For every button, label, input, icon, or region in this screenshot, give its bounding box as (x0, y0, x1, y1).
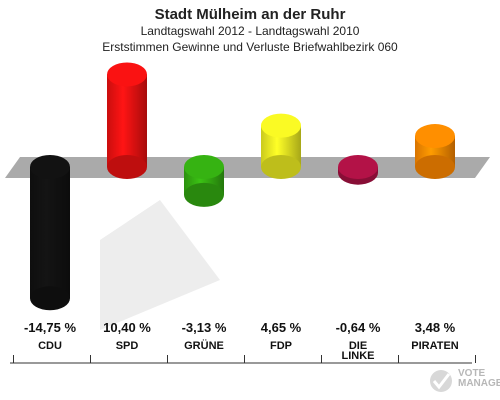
logo-text: VOTE MANAGER (458, 369, 500, 389)
value-label: 4,65 % (261, 320, 302, 335)
vote-manager-logo (430, 370, 452, 392)
logo-line-1: VOTE (458, 368, 486, 379)
bar-spd (107, 62, 147, 179)
value-label: -0,64 % (336, 320, 381, 335)
chart-subtitle-2: Erststimmen Gewinne und Verluste Briefwa… (102, 40, 398, 54)
bar-cdu (30, 155, 70, 311)
value-label: 10,40 % (103, 320, 151, 335)
category-label: DIE LINKE (342, 340, 375, 362)
bar-fdp (261, 113, 301, 179)
value-label: 3,48 % (415, 320, 456, 335)
bar-grüne (184, 155, 224, 207)
bar-piraten (415, 124, 455, 179)
category-label: CDU (38, 340, 62, 352)
category-label: GRÜNE (184, 339, 224, 352)
chart-subtitle: Landtagswahl 2012 - Landtagswahl 2010 (140, 24, 360, 38)
shadow-band (100, 200, 220, 330)
category-label: FDP (270, 340, 292, 352)
category-label: SPD (116, 340, 139, 352)
value-label: -14,75 % (24, 320, 76, 335)
logo-line-2: MANAGER (458, 378, 500, 389)
chart-title: Stadt Mülheim an der Ruhr (154, 6, 346, 23)
value-label: -3,13 % (182, 320, 227, 335)
bar-die-linke (338, 155, 378, 185)
category-label: PIRATEN (411, 340, 459, 352)
